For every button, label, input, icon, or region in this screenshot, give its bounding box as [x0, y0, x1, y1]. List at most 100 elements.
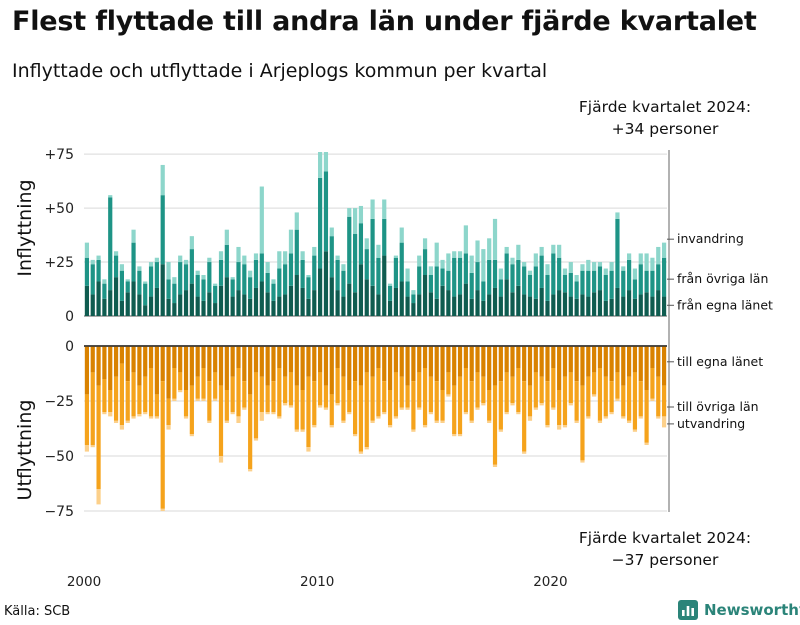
outflow-bar-segment: [358, 451, 364, 454]
inflow-bar-segment: [102, 298, 107, 316]
outflow-bar-segment: [487, 420, 492, 423]
outflow-bar-segment: [294, 346, 299, 386]
inflow-bar-segment: [119, 264, 124, 271]
inflow-bar-segment: [574, 281, 579, 299]
inflow-bar-segment: [90, 259, 95, 265]
outflow-bar-segment: [102, 379, 107, 412]
inflow-bar-segment: [253, 253, 259, 260]
outflow-bar-segment: [609, 381, 614, 412]
outflow-bar-segment: [143, 346, 148, 377]
inflow-bar-segment: [487, 294, 492, 316]
outflow-bar-segment: [242, 407, 247, 410]
outflow-bar-segment: [131, 346, 136, 373]
outflow-bar-segment: [335, 346, 340, 368]
inflow-bar-segment: [382, 255, 387, 316]
outflow-bar-segment: [218, 456, 224, 463]
outflow-bar-segment: [452, 346, 457, 386]
inflow-bar-segment: [131, 242, 136, 282]
outflow-bar-segment: [131, 416, 136, 419]
outflow-bar-segment: [632, 429, 638, 432]
outflow-bar-segment: [382, 381, 387, 412]
inflow-bar-segment: [84, 257, 90, 286]
inflow-bar-segment: [405, 268, 410, 282]
inflow-bar-segment: [183, 290, 189, 316]
inflow-bar-segment: [131, 281, 136, 316]
inflow-bar-segment: [160, 164, 165, 196]
inflow-bar-segment: [358, 223, 364, 265]
inflow-bar-segment: [516, 244, 521, 260]
inflow-bar-segment: [539, 287, 544, 316]
outflow-bar-segment: [428, 412, 433, 415]
outflow-bar-segment: [574, 420, 579, 423]
inflow-bar-segment: [621, 270, 626, 297]
outflow-bar-segment: [586, 376, 591, 417]
inflow-bar-segment: [119, 270, 124, 301]
inflow-bar-segment: [527, 275, 533, 297]
outflow-bar-segment: [230, 412, 235, 415]
inflow-bar-segment: [288, 253, 294, 286]
outflow-bar-segment: [84, 346, 90, 395]
inflow-bar-segment: [457, 294, 463, 316]
outflow-bar-segment: [539, 403, 544, 406]
outflow-bar-segment: [318, 372, 323, 406]
outflow-bar-segment: [119, 425, 124, 430]
inflow-bar-segment: [242, 294, 247, 316]
inflow-bar-segment: [137, 294, 142, 316]
inflow-bar-segment: [632, 279, 638, 299]
outflow-bar-segment: [387, 425, 393, 428]
inflow-bar-segment: [621, 266, 626, 271]
inflow-bar-segment: [592, 262, 597, 271]
outflow-bar-segment: [568, 372, 573, 404]
inflow-bar-segment: [568, 262, 573, 273]
inflow-bar-segment: [457, 251, 463, 258]
inflow-bar-segment: [586, 296, 591, 316]
inflow-bar-segment: [376, 257, 381, 295]
inflow-bar-segment: [504, 279, 509, 316]
inflow-bar-segment: [207, 257, 212, 263]
inflow-bar-segment: [656, 246, 661, 265]
outflow-bar-segment: [557, 346, 562, 390]
outflow-bar-segment: [405, 346, 410, 386]
inflow-bar-segment: [143, 305, 148, 316]
inflow-bar-segment: [545, 300, 550, 316]
outflow-bar-segment: [504, 346, 509, 373]
inflow-bar-segment: [475, 290, 480, 316]
outflow-bar-segment: [148, 346, 154, 368]
inflow-bar-segment: [422, 275, 428, 316]
inflow-bar-segment: [597, 266, 603, 291]
outflow-bar-segment: [108, 390, 113, 412]
inflow-bar-segment: [568, 272, 573, 297]
y-axis-title-outflow: Utflyttning: [14, 400, 36, 501]
outflow-bar-segment: [364, 372, 369, 448]
inflow-bar-segment: [201, 279, 206, 301]
outflow-bar-segment: [463, 368, 468, 412]
outflow-bar-segment: [300, 346, 305, 390]
inflow-bar-segment: [90, 264, 95, 295]
outflow-bar-segment: [236, 346, 241, 368]
x-tick-label: 2000: [67, 574, 101, 590]
series-label-inflow: från övriga län: [677, 271, 768, 286]
outflow-bar-segment: [166, 425, 171, 430]
inflow-bar-segment: [475, 262, 480, 291]
outflow-bar-segment: [376, 346, 381, 368]
outflow-bar-segment: [592, 394, 597, 397]
inflow-bar-segment: [259, 281, 264, 316]
inflow-bar-segment: [271, 300, 276, 316]
y-tick-label-outflow: −50: [44, 449, 74, 465]
outflow-bar-segment: [422, 425, 428, 428]
inflow-bar-segment: [463, 253, 468, 284]
outflow-bar-segment: [440, 420, 445, 423]
inflow-bar-segment: [265, 272, 270, 293]
inflow-bar-segment: [440, 259, 445, 269]
outflow-bar-segment: [650, 398, 655, 401]
outflow-bar-segment: [609, 412, 614, 415]
inflow-bar-segment: [417, 255, 422, 267]
outflow-bar-segment: [347, 412, 352, 415]
outflow-bar-segment: [96, 489, 101, 505]
inflow-bar-segment: [242, 264, 247, 295]
outflow-bar-segment: [393, 372, 399, 417]
outflow-bar-segment: [504, 372, 509, 412]
outflow-bar-segment: [248, 394, 253, 470]
outflow-bar-segment: [638, 381, 643, 417]
outflow-bar-segment: [428, 376, 433, 412]
